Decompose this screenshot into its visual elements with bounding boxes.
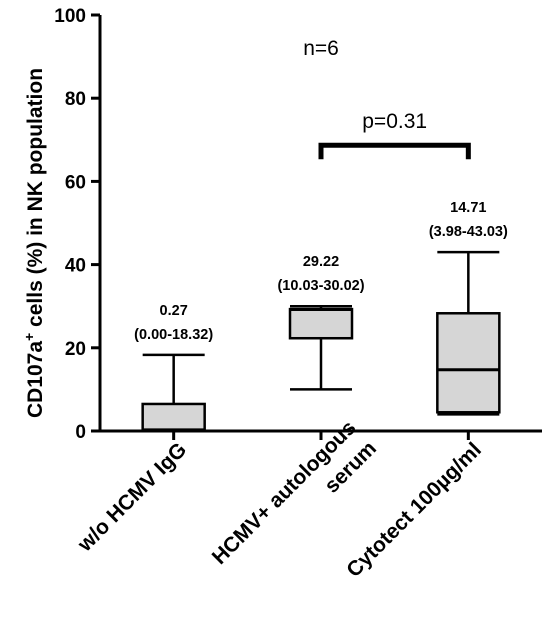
box-iqr	[141, 402, 206, 432]
boxplots	[141, 250, 501, 433]
y-tick-label: 40	[65, 256, 86, 277]
svg-text:CD107a+ cells (%) in NK popula: CD107a+ cells (%) in NK population	[21, 68, 47, 418]
y-tick-label: 100	[54, 6, 86, 27]
x-axis: w/o HCMV IgG HCMV+ autologousserumCytotec…	[73, 416, 542, 582]
comparison-bracket	[318, 142, 471, 160]
y-axis-title: CD107a+ cells (%) in NK population	[21, 68, 47, 418]
range-value-label: (3.98-43.03)	[429, 224, 508, 240]
sample-size-label: n=6	[303, 37, 339, 60]
y-tick-label: 0	[75, 422, 86, 443]
y-tick-label: 80	[65, 89, 86, 110]
median-value-label: 29.22	[303, 254, 339, 270]
median-value-label: 14.71	[450, 200, 486, 216]
boxplot-3	[436, 250, 501, 416]
data-labels: 0.27 (0.00-18.32) 29.22 (10.03-30.02) 14.71 (…	[134, 200, 508, 343]
y-axis-title-rest: cells (%) in NK population	[24, 68, 47, 333]
y-axis: 0 20 40 60 80 100	[54, 6, 102, 443]
median-value-label: 0.27	[160, 303, 188, 319]
y-axis-title-main: CD107a	[24, 341, 47, 418]
annotations: n=6 p=0.31	[303, 37, 471, 160]
range-value-label: (0.00-18.32)	[134, 327, 213, 343]
boxplot-2	[288, 304, 354, 391]
box-iqr	[288, 307, 354, 340]
boxplot-1	[141, 353, 206, 433]
box-iqr	[436, 312, 501, 414]
p-value-label: p=0.31	[362, 110, 427, 133]
x-tick-label-line: w/o HCMV IgG	[73, 438, 191, 556]
x-tick-label: w/o HCMV IgG	[73, 438, 191, 556]
range-value-label: (10.03-30.02)	[277, 278, 364, 294]
y-tick-label: 60	[65, 172, 86, 193]
y-axis-title-sup: +	[21, 333, 37, 341]
y-tick-label: 20	[65, 339, 86, 360]
